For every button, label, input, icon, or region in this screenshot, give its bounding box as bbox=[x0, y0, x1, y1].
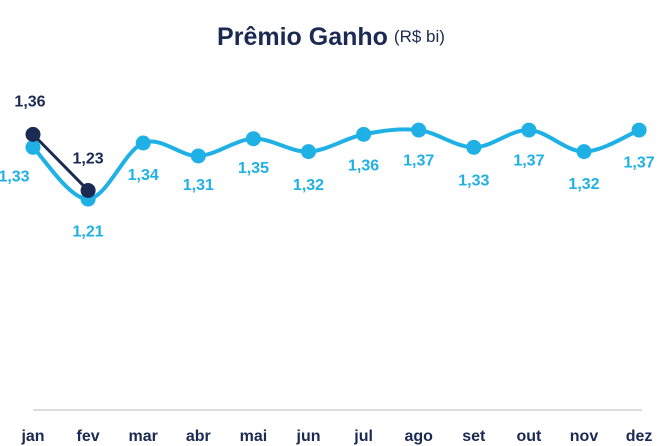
chart-subtitle: (R$ bi) bbox=[394, 27, 445, 46]
data-label: 1,32 bbox=[293, 177, 324, 194]
data-point bbox=[135, 135, 151, 151]
data-point bbox=[25, 139, 41, 155]
data-label: 1,32 bbox=[568, 176, 599, 193]
data-label: 1,37 bbox=[513, 152, 544, 169]
data-point bbox=[25, 126, 41, 142]
data-label: 1,21 bbox=[73, 223, 104, 240]
x-tick-label: fev bbox=[77, 428, 100, 445]
x-tick-label: out bbox=[516, 428, 542, 445]
x-tick-label: nov bbox=[570, 428, 599, 445]
data-label: 1,33 bbox=[458, 173, 489, 190]
data-label: 1,31 bbox=[183, 177, 214, 194]
data-point bbox=[466, 139, 482, 155]
x-tick-label: set bbox=[462, 428, 486, 445]
chart-title: Prêmio Ganho bbox=[217, 23, 388, 51]
data-label: 1,34 bbox=[128, 167, 159, 184]
data-label: 1,36 bbox=[348, 158, 379, 175]
data-label: 1,23 bbox=[73, 151, 104, 168]
data-point bbox=[576, 144, 592, 160]
x-tick-label: abr bbox=[186, 428, 211, 445]
data-point bbox=[245, 131, 261, 147]
x-tick-label: mar bbox=[129, 428, 158, 445]
data-label: 1,36 bbox=[14, 94, 45, 111]
data-point bbox=[631, 122, 647, 138]
data-point bbox=[80, 182, 96, 198]
data-point bbox=[356, 126, 372, 142]
x-tick-label: jul bbox=[353, 428, 373, 445]
series-line bbox=[31, 133, 90, 192]
x-tick-label: jun bbox=[296, 428, 321, 445]
chart-title-group: Prêmio Ganho (R$ bi) bbox=[217, 23, 445, 51]
x-tick-label: ago bbox=[404, 428, 433, 445]
data-label: 1,33 bbox=[0, 169, 30, 186]
x-tick-label: mai bbox=[240, 428, 268, 445]
data-point bbox=[521, 122, 537, 138]
data-point bbox=[190, 148, 206, 164]
data-label: 1,37 bbox=[624, 154, 655, 171]
series-line bbox=[31, 127, 640, 202]
data-point bbox=[301, 144, 316, 160]
data-point bbox=[411, 122, 427, 138]
data-label: 1,37 bbox=[403, 152, 434, 169]
data-label: 1,35 bbox=[238, 160, 269, 177]
x-tick-label: jan bbox=[20, 428, 44, 445]
x-tick-label: dez bbox=[626, 428, 653, 445]
